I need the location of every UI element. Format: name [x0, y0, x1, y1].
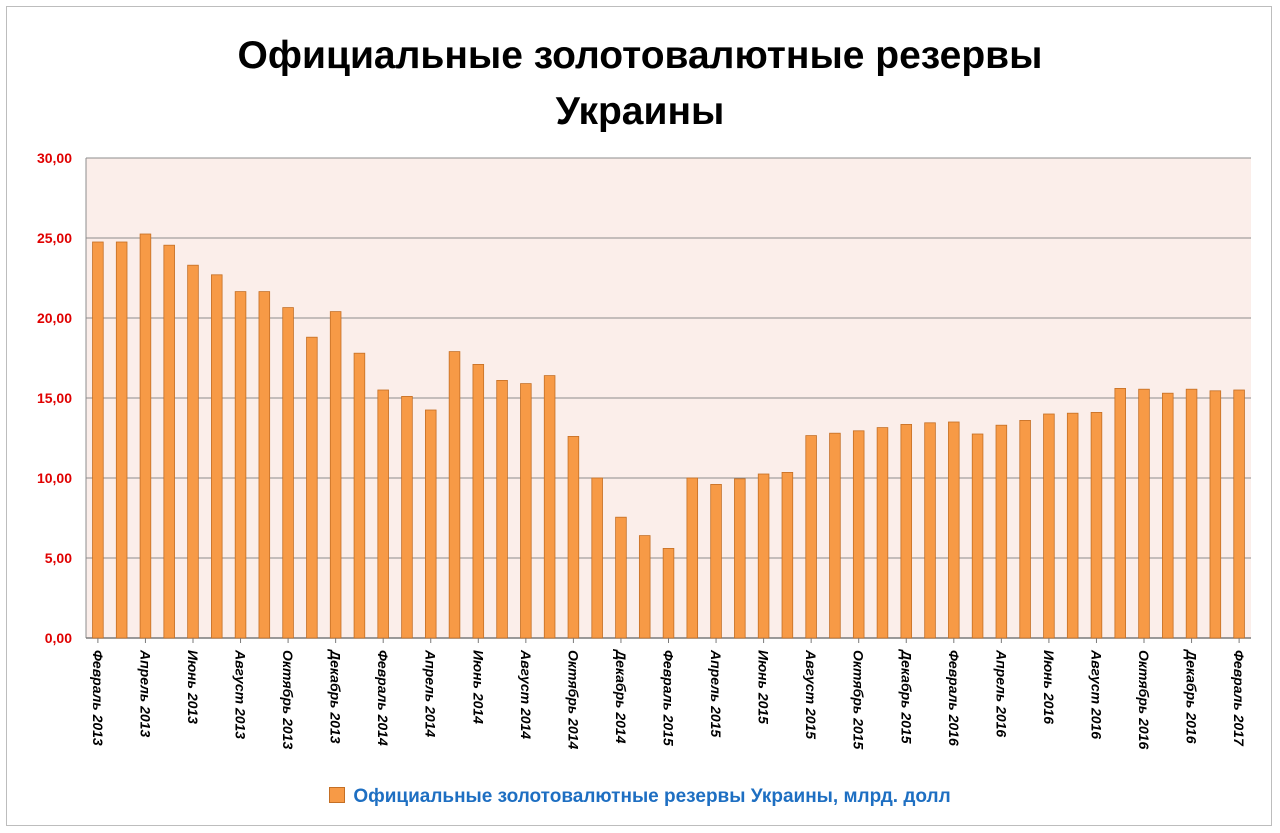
y-tick-label: 25,00: [37, 230, 72, 246]
bar: [567, 435, 580, 639]
bar: [1185, 388, 1198, 639]
x-tick-label: Февраль 2016: [946, 650, 962, 746]
bar: [377, 389, 389, 639]
bar: [591, 477, 603, 639]
bar: [329, 311, 342, 639]
bar: [615, 516, 627, 639]
x-tick-label: Июнь 2014: [470, 650, 486, 724]
bar: [424, 409, 437, 639]
chart-title: Официальные золотовалютные резервы Украи…: [0, 28, 1280, 140]
x-tick-label: Июнь 2016: [1041, 650, 1057, 724]
legend: Официальные золотовалютные резервы Украи…: [0, 786, 1280, 808]
bar: [710, 483, 722, 639]
legend-swatch: [329, 787, 346, 803]
bar: [805, 435, 817, 639]
bar: [92, 241, 104, 639]
x-tick-label: Апрель 2015: [708, 649, 724, 737]
x-tick-label: Октябрь 2016: [1136, 650, 1152, 749]
bar: [211, 274, 223, 639]
x-tick-label: Декабрь 2014: [613, 649, 629, 744]
x-tick-label: Июнь 2013: [185, 650, 201, 724]
bar: [401, 395, 413, 639]
bar: [115, 241, 128, 639]
x-tick-label: Декабрь 2013: [328, 649, 344, 744]
bar: [1138, 388, 1150, 639]
chart-title-line-2: Украины: [555, 90, 725, 133]
y-tick-label: 10,00: [37, 470, 72, 486]
bar: [234, 291, 247, 639]
y-tick-label: 20,00: [37, 310, 72, 326]
bar: [163, 244, 175, 639]
bar: [520, 383, 532, 639]
legend-label: Официальные золотовалютные резервы Украи…: [353, 786, 951, 807]
bar: [1114, 387, 1126, 639]
bar: [1233, 389, 1245, 639]
x-tick-label: Октябрь 2014: [565, 650, 581, 749]
bar: [971, 433, 984, 639]
bar: [282, 307, 294, 639]
bar: [496, 379, 508, 639]
bar: [781, 471, 794, 639]
bar: [1066, 412, 1079, 639]
x-tick-label: Август 2015: [803, 649, 819, 739]
x-tick-label: Декабрь 2016: [1184, 649, 1200, 744]
bar: [995, 424, 1008, 639]
y-tick-label: 0,00: [45, 630, 72, 646]
bar: [1019, 419, 1031, 639]
bar: [734, 478, 746, 639]
chart-title-line-1: Официальные золотовалютные резервы: [237, 34, 1043, 77]
bar: [686, 477, 699, 639]
bar: [306, 336, 318, 639]
bar: [139, 233, 152, 639]
x-tick-label: Апрель 2013: [137, 649, 153, 737]
x-tick-label: Февраль 2017: [1231, 650, 1247, 747]
y-tick-label: 5,00: [45, 550, 72, 566]
bar: [852, 430, 865, 639]
x-tick-label: Август 2016: [1088, 649, 1104, 739]
x-tick-label: Август 2014: [518, 649, 534, 739]
bar: [448, 351, 461, 639]
bar: [1090, 411, 1103, 639]
bar: [924, 422, 936, 639]
x-tick-label: Декабрь 2015: [898, 649, 914, 744]
bar: [472, 363, 485, 639]
x-tick-label: Февраль 2013: [90, 650, 106, 746]
bar: [353, 352, 366, 639]
y-tick-label: 30,00: [37, 150, 72, 166]
bar: [900, 423, 913, 639]
x-tick-label: Август 2013: [233, 649, 249, 739]
bar: [543, 375, 556, 639]
bar: [829, 432, 841, 639]
x-tick-label: Июнь 2015: [756, 650, 772, 724]
bar: [1043, 413, 1055, 639]
bar: [876, 427, 889, 639]
bar: [948, 421, 960, 639]
bar: [187, 264, 199, 639]
bar: [1162, 392, 1174, 639]
x-tick-label: Апрель 2014: [423, 649, 439, 737]
bar: [258, 291, 271, 639]
bar: [638, 535, 651, 639]
x-tick-label: Февраль 2015: [661, 650, 677, 746]
x-tick-label: Февраль 2014: [375, 650, 391, 746]
bar: [662, 548, 675, 639]
bar: [1209, 390, 1222, 639]
y-tick-label: 15,00: [37, 390, 72, 406]
x-tick-label: Апрель 2016: [993, 649, 1009, 737]
x-tick-label: Октябрь 2015: [851, 650, 867, 749]
x-tick-label: Октябрь 2013: [280, 650, 296, 749]
bar: [757, 473, 770, 639]
